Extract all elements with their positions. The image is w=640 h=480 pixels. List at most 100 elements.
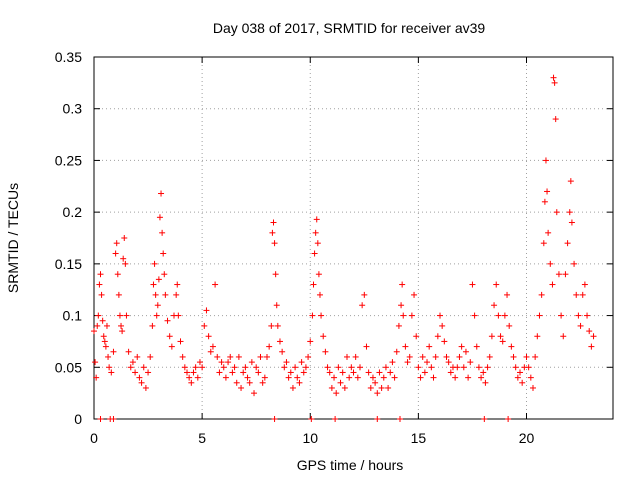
data-point: [199, 364, 206, 371]
data-point-zero: [332, 416, 339, 422]
data-point: [447, 369, 454, 376]
data-point: [504, 291, 511, 298]
data-point-zero: [396, 416, 403, 422]
data-point-zero: [97, 416, 104, 422]
data-point: [164, 317, 171, 324]
data-point: [161, 271, 168, 278]
data-point: [154, 302, 161, 309]
data-point: [231, 364, 238, 371]
data-point: [91, 328, 97, 335]
y-tick-label: 0.15: [55, 256, 82, 272]
data-point: [567, 178, 574, 185]
data-point: [372, 379, 379, 386]
data-point: [113, 240, 120, 247]
data-point: [538, 291, 545, 298]
data-point: [266, 343, 273, 350]
data-point: [495, 312, 502, 319]
y-tick-labels: 0 0.05 0.1 0.15 0.2 0.25 0.3 0.35: [55, 49, 82, 427]
data-point: [354, 374, 361, 381]
data-point: [296, 379, 303, 386]
data-point: [406, 353, 413, 360]
data-point: [194, 374, 201, 381]
data-point: [428, 364, 435, 371]
data-point: [147, 353, 154, 360]
data-point: [203, 307, 210, 314]
data-point: [305, 353, 312, 360]
data-point: [579, 291, 586, 298]
data-point: [98, 291, 105, 298]
data-point: [192, 364, 199, 371]
data-point: [287, 369, 294, 376]
data-point: [120, 255, 127, 262]
data-point: [352, 353, 359, 360]
data-point: [276, 338, 283, 345]
axis-ticks: [93, 56, 613, 420]
data-point: [134, 353, 141, 360]
data-point: [497, 333, 504, 340]
x-tick-label: 0: [90, 430, 98, 446]
y-tick-label: 0: [74, 411, 82, 427]
data-point: [367, 384, 374, 391]
data-point: [385, 384, 392, 391]
data-point: [314, 240, 321, 247]
data-point: [188, 379, 195, 386]
data-point: [268, 322, 275, 329]
data-point: [555, 271, 562, 278]
data-point: [152, 291, 159, 298]
data-point: [216, 369, 223, 376]
data-point: [454, 364, 461, 371]
data-point: [312, 229, 319, 236]
data-point: [136, 374, 143, 381]
data-point: [235, 353, 242, 360]
data-point: [225, 359, 232, 366]
data-point: [108, 369, 115, 376]
data-point: [400, 312, 407, 319]
data-point: [309, 312, 316, 319]
x-tick-label: 20: [519, 430, 535, 446]
data-point: [452, 374, 459, 381]
data-point: [588, 343, 595, 350]
data-point: [209, 343, 216, 350]
data-point: [142, 384, 149, 391]
data-point: [514, 374, 521, 381]
data-point: [499, 338, 506, 345]
data-point: [214, 353, 221, 360]
data-point-zero: [271, 416, 278, 422]
data-point: [547, 260, 554, 267]
data-point: [380, 374, 387, 381]
data-point: [488, 333, 495, 340]
data-point: [534, 333, 541, 340]
data-point: [300, 369, 307, 376]
data-point: [261, 374, 268, 381]
data-point: [590, 333, 597, 340]
data-point: [264, 353, 270, 360]
data-point: [473, 343, 480, 350]
y-tick-label: 0.2: [63, 204, 83, 220]
data-point: [419, 353, 426, 360]
data-point: [174, 281, 181, 288]
data-point: [316, 291, 323, 298]
data-point-zero: [308, 416, 315, 422]
data-point: [173, 291, 180, 298]
data-point: [132, 369, 139, 376]
data-point: [251, 390, 258, 397]
data-point: [553, 209, 560, 216]
data-point: [179, 353, 186, 360]
data-point: [233, 379, 240, 386]
data-point: [246, 379, 253, 386]
data-point: [105, 353, 112, 360]
data-point: [274, 322, 281, 329]
data-point: [467, 359, 474, 366]
data-point: [480, 369, 487, 376]
data-point: [395, 322, 402, 329]
data-point: [573, 291, 580, 298]
data-point: [415, 364, 422, 371]
data-point: [272, 271, 279, 278]
data-point: [127, 364, 134, 371]
data-point: [101, 338, 108, 345]
data-point: [310, 281, 317, 288]
data-point: [382, 364, 389, 371]
data-point: [315, 271, 322, 278]
data-point: [270, 219, 277, 226]
